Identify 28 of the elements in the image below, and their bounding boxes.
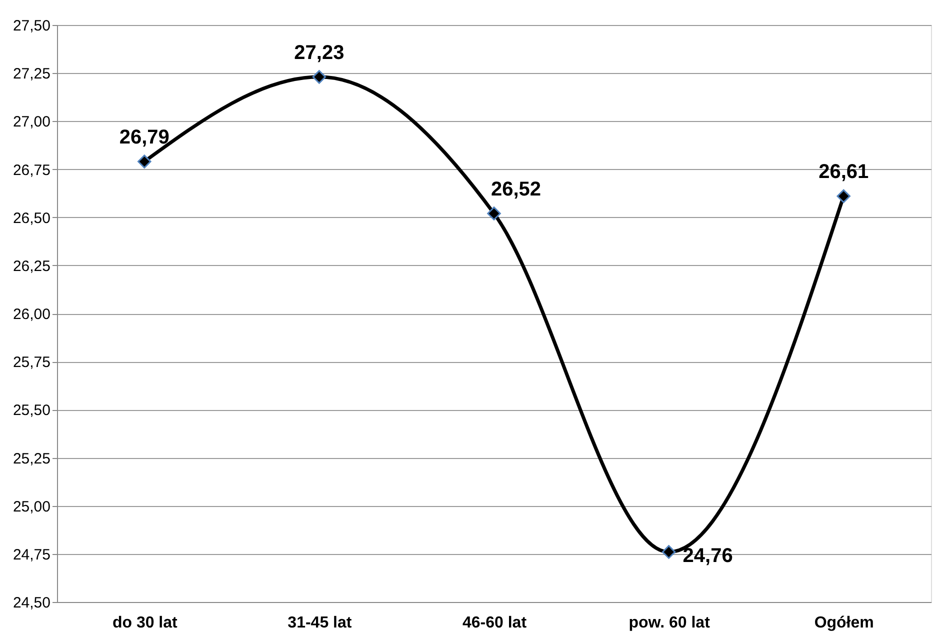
- y-tick-label: 24,50: [12, 594, 50, 612]
- y-tick-label: 26,50: [12, 210, 50, 227]
- data-label: 26,61: [818, 161, 869, 184]
- x-tick-label: 31-45 lat: [288, 614, 352, 632]
- y-tick-label: 26,25: [12, 258, 50, 275]
- point: [662, 545, 676, 559]
- data-label: 27,23: [294, 42, 344, 64]
- y-tick-label: 25,75: [12, 354, 50, 372]
- point: [487, 206, 501, 220]
- point: [836, 189, 850, 204]
- x-tick-label: Ogółem: [814, 614, 874, 632]
- y-tick-label: 27,00: [12, 114, 50, 131]
- x-tick-label: pow. 60 lat: [628, 614, 711, 632]
- point: [138, 154, 152, 168]
- y-tick-label: 27,25: [12, 66, 50, 83]
- data-label: 24,76: [682, 544, 733, 567]
- x-tick-label: 46-60 lat: [462, 614, 528, 632]
- point: [312, 70, 326, 84]
- y-tick-label: 27,50: [12, 18, 50, 34]
- y-tick-label: 25,00: [12, 498, 50, 516]
- y-tick-label: 25,25: [12, 450, 50, 468]
- data-label: 26,52: [490, 178, 542, 200]
- y-tick-label: 26,75: [12, 162, 50, 179]
- y-tick-label: 26,00: [12, 306, 50, 323]
- y-tick-label: 25,50: [12, 402, 50, 420]
- x-tick-label: do 30 lat: [112, 614, 178, 632]
- data-label: 26,79: [119, 126, 170, 149]
- y-tick-label: 24,75: [12, 546, 50, 564]
